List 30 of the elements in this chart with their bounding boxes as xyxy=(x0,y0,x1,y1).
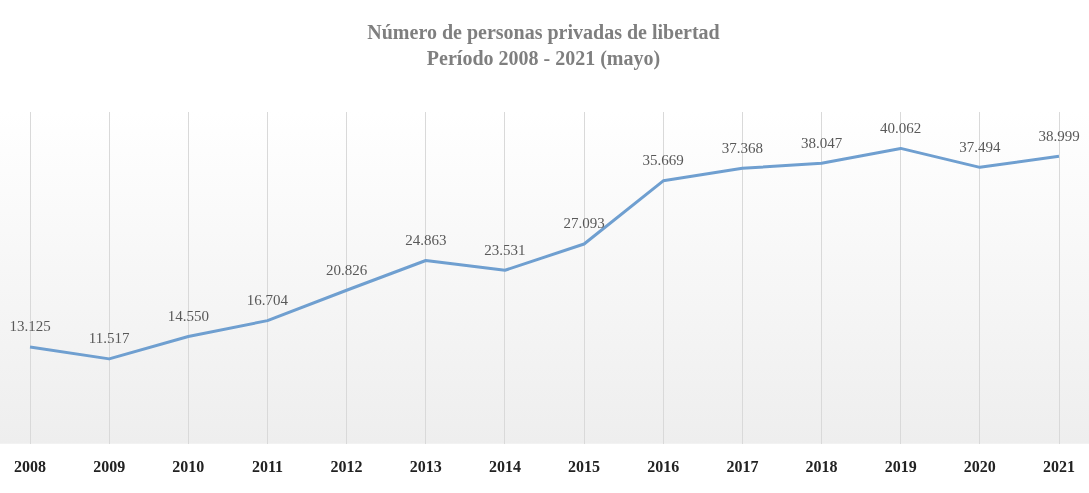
x-tick-label: 2008 xyxy=(14,457,46,475)
x-tick-label: 2014 xyxy=(488,457,521,475)
data-label: 16.704 xyxy=(246,292,289,309)
x-tick-label: 2016 xyxy=(647,457,680,475)
x-tick-label: 2012 xyxy=(330,457,363,475)
x-tick-label: 2017 xyxy=(726,457,759,475)
data-label: 27.093 xyxy=(563,215,605,232)
x-tick-label: 2013 xyxy=(409,457,442,475)
x-tick-label: 2015 xyxy=(568,457,601,475)
data-label: 11.517 xyxy=(88,330,130,347)
data-label: 20.826 xyxy=(325,261,368,278)
x-tick-label: 2009 xyxy=(93,457,126,475)
data-label: 37.494 xyxy=(959,138,1001,155)
data-label: 40.062 xyxy=(880,119,922,136)
x-tick-label: 2019 xyxy=(884,457,917,475)
x-tick-label: 2010 xyxy=(172,457,205,475)
data-label: 23.531 xyxy=(484,241,526,258)
x-tick-label: 2011 xyxy=(251,457,284,475)
x-tick-label: 2018 xyxy=(805,457,838,475)
data-label: 37.368 xyxy=(721,139,764,156)
data-label: 35.669 xyxy=(642,152,684,169)
data-label: 38.999 xyxy=(1038,127,1080,144)
data-label: 38.047 xyxy=(800,134,843,151)
chart-subtitle: Período 2008 - 2021 (mayo) xyxy=(426,47,661,71)
chart-title: Número de personas privadas de libertad xyxy=(367,21,720,45)
x-tick-label: 2020 xyxy=(963,457,996,475)
data-label: 13.125 xyxy=(9,318,51,335)
data-label: 24.863 xyxy=(405,231,447,248)
x-tick-label: 2021 xyxy=(1043,457,1075,475)
data-label: 14.550 xyxy=(167,307,209,324)
